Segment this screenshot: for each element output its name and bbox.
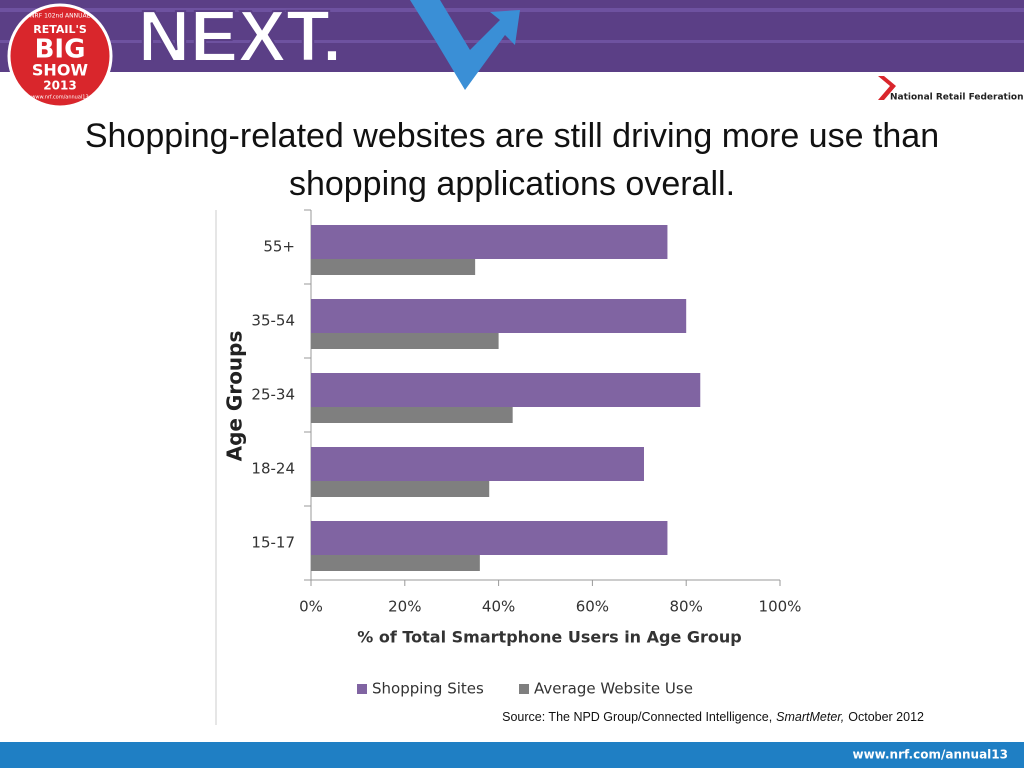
x-axis-label: % of Total Smartphone Users in Age Group: [357, 628, 742, 647]
x-tick-label: 40%: [482, 598, 515, 616]
footer-band: [0, 742, 1024, 768]
y-axis-label: Age Groups: [223, 331, 247, 462]
bar: [311, 555, 480, 571]
source: Source: The NPD Group/Connected Intellig…: [502, 710, 924, 724]
bar: [311, 333, 499, 349]
x-tick-label: 60%: [576, 598, 609, 616]
legend-swatch: [357, 684, 367, 694]
x-tick-label: 20%: [388, 598, 421, 616]
bar: [311, 521, 668, 555]
source-text: Source: The NPD Group/Connected Intellig…: [502, 710, 772, 724]
y-tick-label: 55+: [263, 238, 295, 256]
event-logo: [7, 3, 113, 109]
logo-text: SHOW: [32, 61, 89, 80]
y-tick-label: 18-24: [251, 460, 295, 478]
chart-title: Shopping-related websites are still driv…: [84, 117, 940, 203]
org-name: National Retail Federation: [890, 93, 1024, 103]
bar: [311, 225, 668, 259]
source-publication: SmartMeter,: [776, 710, 844, 724]
y-tick-label: 15-17: [251, 534, 295, 552]
x-tick-label: 80%: [670, 598, 703, 616]
legend-label: Average Website Use: [534, 680, 693, 698]
bar: [311, 447, 644, 481]
bar: [311, 259, 476, 275]
bar: [311, 299, 687, 333]
logo-text: NRF 102nd ANNUAL: [30, 13, 91, 20]
brand-arrow: [410, 0, 520, 90]
brand: NEXT.: [138, 0, 342, 77]
logo-text: BIG: [35, 35, 86, 65]
logo-text: 2013: [43, 79, 76, 93]
logo-text: RETAIL'S: [33, 23, 87, 36]
legend-label: Shopping Sites: [372, 680, 484, 698]
legend-swatch: [519, 684, 529, 694]
logo-text: www.nrf.com/annual13: [31, 95, 88, 101]
y-tick-label: 25-34: [251, 386, 295, 404]
bar: [311, 481, 490, 497]
x-tick-label: 0%: [299, 598, 323, 616]
header-stripe: [0, 8, 1024, 12]
bar: [311, 407, 513, 423]
org-mark: [878, 76, 896, 100]
footer-url: www.nrf.com/annual13: [852, 748, 1008, 762]
source-date: October 2012: [848, 710, 924, 724]
bar: [311, 373, 701, 407]
y-tick-label: 35-54: [251, 312, 295, 330]
x-tick-label: 100%: [759, 598, 802, 616]
